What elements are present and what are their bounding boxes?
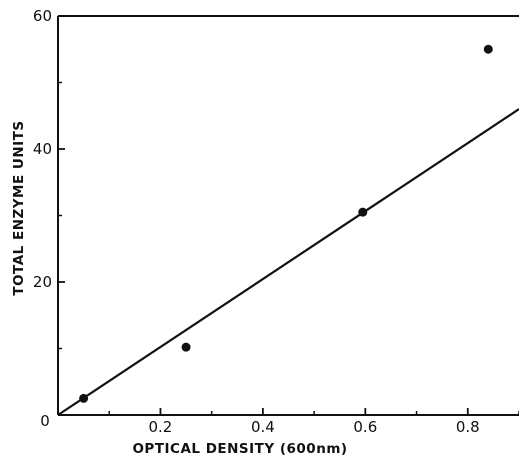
- data-point: [79, 393, 89, 403]
- y-axis-ticks: 20 40 60: [33, 7, 65, 350]
- x-axis-title: OPTICAL DENSITY (600nm): [132, 441, 347, 457]
- data-points: [79, 44, 493, 403]
- data-point: [483, 44, 493, 54]
- data-point: [358, 207, 368, 217]
- plot-frame: [57, 15, 519, 416]
- y-tick-label: 40: [33, 140, 52, 158]
- x-tick-label: 0.8: [456, 418, 480, 436]
- fit-line: [57, 108, 519, 416]
- origin-label: 0: [40, 412, 50, 430]
- y-axis-title: TOTAL ENZYME UNITS: [11, 120, 27, 295]
- x-tick-label: 0.2: [149, 418, 173, 436]
- x-tick-label: 0.6: [353, 418, 377, 436]
- x-tick-label: 0.4: [251, 418, 275, 436]
- data-point: [181, 342, 191, 352]
- x-axis-ticks: 0.2 0.4 0.6 0.8: [108, 408, 519, 436]
- y-tick-label: 20: [33, 273, 52, 291]
- y-tick-label: 60: [33, 7, 52, 25]
- fit-line-group: [57, 108, 519, 416]
